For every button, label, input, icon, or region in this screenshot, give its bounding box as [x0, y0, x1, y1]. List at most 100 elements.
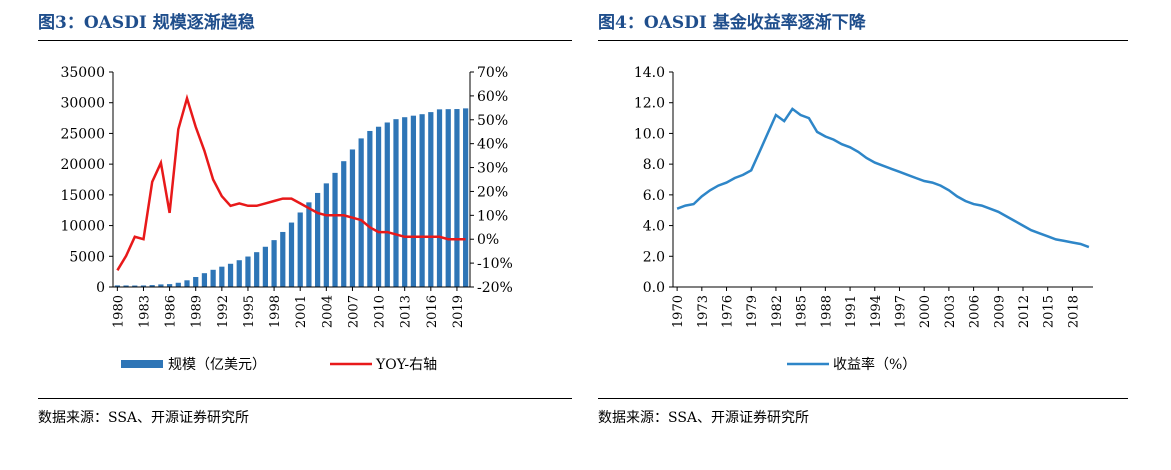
bar-1991 — [210, 269, 216, 287]
x-tick-label: 1973 — [696, 295, 711, 328]
x-tick-label: 1991 — [844, 295, 859, 328]
bar-2013 — [402, 117, 408, 288]
left-tick-label: 0 — [96, 280, 105, 296]
bar-1996 — [254, 252, 260, 287]
x-tick-label: 1988 — [819, 295, 834, 328]
x-tick-label: 1982 — [770, 295, 785, 328]
bar-2019 — [454, 109, 460, 287]
bar-1995 — [245, 256, 251, 287]
right-tick-label: 50% — [477, 113, 508, 129]
bar-2002 — [306, 202, 312, 287]
x-tick-label: 2012 — [1017, 295, 1032, 328]
chart-oasdi-scale: 0 5000 10000 15000 20000 25000 30000 35000 -20% -… — [60, 65, 512, 373]
bar-1987 — [175, 282, 181, 287]
x-tick-label: 2000 — [918, 295, 933, 328]
bar-1999 — [280, 231, 286, 287]
right-tick-label: 60% — [477, 89, 508, 105]
right-tick-label: 70% — [477, 65, 508, 81]
x-tick-label: 2019 — [451, 295, 466, 328]
bar-2016 — [428, 112, 434, 287]
x-tick-label: 2016 — [425, 295, 440, 328]
line-series-yield — [676, 107, 1090, 249]
bar-2001 — [297, 212, 303, 287]
x-tick-label: 2007 — [346, 295, 361, 328]
y-tick-label: 4.0 — [643, 219, 665, 235]
x-tick-label: 2018 — [1066, 295, 1081, 328]
left-tick-label: 5000 — [69, 249, 105, 265]
left-tick-label: 10000 — [60, 219, 105, 235]
x-tick-label: 2006 — [968, 295, 983, 328]
x-tick-label: 1997 — [893, 295, 908, 328]
bar-1989 — [193, 276, 199, 287]
bar-1983 — [140, 285, 147, 287]
figure4-top-rule — [598, 40, 1128, 41]
right-tick-label: 40% — [477, 137, 508, 153]
right-tick-label: 10% — [477, 208, 508, 224]
bar-1986 — [166, 284, 173, 287]
chart2-legend: 收益率（%） — [787, 356, 916, 373]
bar-2006 — [341, 161, 347, 287]
bar-1982 — [132, 285, 138, 287]
bar-2005 — [332, 172, 338, 287]
figure4-bottom-rule — [598, 398, 1128, 399]
chart1-legend: 规模（亿美元） YOY-右轴 — [121, 357, 437, 373]
bar-1980 — [114, 285, 120, 287]
left-tick-label: 35000 — [60, 65, 105, 81]
chart1-axes: 0 5000 10000 15000 20000 25000 30000 35000 -20% -… — [60, 65, 512, 328]
x-tick-label: 2015 — [1042, 295, 1057, 328]
y-tick-label: 2.0 — [643, 249, 665, 265]
y-tick-label: 6.0 — [643, 188, 665, 204]
x-tick-label: 1995 — [242, 295, 257, 328]
bar-2004 — [323, 183, 329, 287]
bar-series-scale — [114, 108, 469, 288]
y-tick-label: 12.0 — [634, 96, 665, 112]
bar-1993 — [227, 263, 234, 287]
bar-1990 — [201, 273, 208, 287]
bar-1998 — [271, 240, 277, 287]
bar-2009 — [367, 130, 373, 287]
x-tick-label: 1983 — [137, 295, 152, 328]
left-tick-label: 15000 — [60, 188, 105, 204]
right-tick-label: -20% — [477, 280, 513, 296]
right-tick-label: -10% — [477, 256, 513, 272]
line-series-yoy — [116, 93, 466, 271]
bar-2000 — [288, 222, 295, 287]
legend-label-yoy: YOY-右轴 — [375, 357, 437, 373]
x-tick-label: 1970 — [671, 295, 686, 328]
y-tick-label: 8.0 — [643, 157, 665, 173]
figure3-bottom-rule — [38, 398, 572, 399]
x-tick-label: 1980 — [111, 295, 126, 328]
x-tick-label: 1979 — [745, 295, 760, 328]
y-tick-label: 14.0 — [634, 65, 665, 81]
legend-swatch-bar — [121, 360, 163, 368]
x-tick-label: 2004 — [320, 295, 335, 328]
bar-2012 — [393, 119, 399, 288]
bar-1984 — [149, 285, 155, 287]
y-tick-label: 10.0 — [634, 126, 665, 142]
figure4-source: 数据来源：SSA、开源证券研究所 — [598, 410, 810, 426]
bar-2014 — [410, 115, 417, 288]
chart2-axes: 0.0 2.0 4.0 6.0 8.0 10.0 12.0 14.0 1970 1973 1976 1… — [634, 65, 1093, 328]
legend-label-scale: 规模（亿美元） — [168, 357, 266, 373]
left-tick-label: 30000 — [60, 96, 105, 112]
left-tick-label: 20000 — [60, 157, 105, 173]
x-tick-label: 1998 — [268, 295, 283, 328]
bar-2015 — [419, 114, 425, 287]
right-tick-label: 30% — [477, 161, 508, 177]
x-tick-label: 2003 — [943, 295, 958, 328]
bar-1997 — [262, 246, 268, 287]
x-tick-label: 2013 — [399, 295, 414, 328]
bar-2003 — [315, 192, 321, 287]
x-tick-label: 1992 — [216, 295, 231, 328]
x-tick-label: 2001 — [294, 295, 309, 328]
x-tick-label: 1994 — [869, 295, 884, 328]
bar-2011 — [384, 122, 390, 288]
right-tick-label: 20% — [477, 184, 508, 200]
bar-1994 — [236, 260, 242, 287]
figure3-source: 数据来源：SSA、开源证券研究所 — [38, 410, 250, 426]
bar-2017 — [436, 109, 443, 287]
y-tick-label: 0.0 — [643, 280, 665, 296]
x-tick-label: 1976 — [721, 295, 736, 328]
bar-2010 — [375, 126, 382, 287]
